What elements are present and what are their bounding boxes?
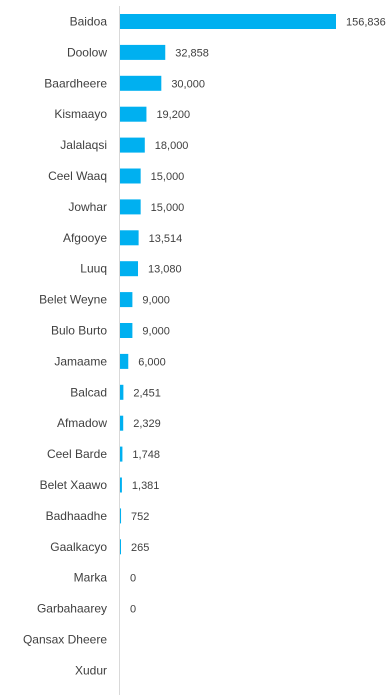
bar (120, 323, 133, 338)
data-label: 0 (130, 573, 136, 585)
bar (120, 168, 141, 184)
data-label: 13,080 (148, 264, 182, 276)
category-label: Baardheere (44, 76, 107, 90)
bar (120, 106, 147, 122)
category-label: Ceel Waaq (48, 169, 107, 183)
data-label: 9,000 (142, 326, 170, 338)
bar (120, 75, 162, 91)
category-label: Gaalkacyo (50, 540, 107, 554)
category-label: Afmadow (57, 416, 107, 430)
data-label: 1,748 (132, 449, 160, 461)
category-label: Bulo Burto (51, 324, 107, 338)
data-label: 19,200 (156, 109, 190, 121)
category-label: Afgooye (63, 231, 107, 245)
bar (120, 261, 139, 277)
category-label: Belet Weyne (39, 293, 107, 307)
data-label: 15,000 (151, 202, 185, 214)
data-label: 9,000 (142, 295, 170, 307)
category-label: Ceel Barde (47, 447, 107, 461)
category-label: Qansax Dheere (23, 633, 107, 647)
bar (120, 353, 129, 369)
bar (120, 292, 133, 308)
category-label: Kismaayo (54, 107, 107, 121)
data-label: 1,381 (132, 480, 160, 492)
category-label: Badhaadhe (46, 509, 108, 523)
data-label: 6,000 (138, 356, 166, 368)
bar (120, 415, 124, 431)
category-label: Doolow (67, 45, 107, 59)
category-label: Belet Xaawo (40, 478, 108, 492)
category-label: Marka (74, 571, 108, 585)
bar (120, 477, 122, 493)
category-label: Jamaame (54, 354, 107, 368)
data-label: 0 (130, 604, 136, 616)
bar (120, 44, 166, 60)
data-label: 15,000 (151, 171, 185, 183)
category-label: Luuq (80, 262, 107, 276)
bar (120, 199, 141, 215)
bar (120, 14, 336, 29)
category-label: Xudur (75, 663, 107, 677)
data-label: 32,858 (175, 47, 209, 59)
bar (120, 446, 123, 462)
category-label: Jowhar (68, 200, 107, 214)
data-label: 752 (131, 511, 149, 523)
data-label: 13,514 (149, 233, 183, 245)
bar (120, 137, 145, 153)
bar (120, 539, 121, 555)
category-label: Jalalaqsi (60, 138, 107, 152)
bar (120, 384, 124, 400)
data-label: 2,451 (133, 387, 161, 399)
data-label: 2,329 (133, 418, 161, 430)
data-label: 30,000 (171, 78, 205, 90)
data-label: 18,000 (155, 140, 189, 152)
bar (120, 508, 122, 524)
data-label: 265 (131, 542, 149, 554)
category-label: Baidoa (70, 15, 108, 29)
data-label: 156,836 (346, 17, 386, 29)
category-label: Balcad (70, 385, 107, 399)
category-label: Garbahaarey (37, 602, 107, 616)
bar (120, 230, 139, 246)
